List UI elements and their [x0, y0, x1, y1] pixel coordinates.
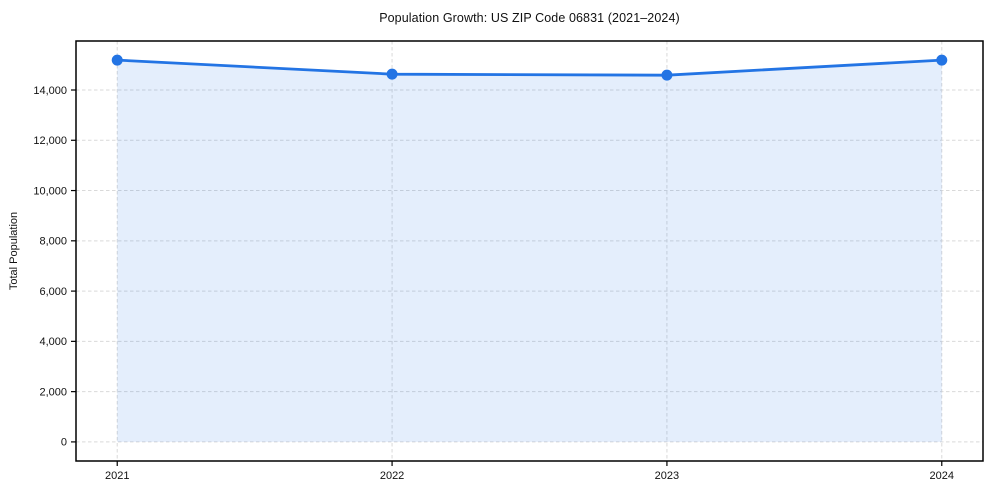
- y-tick-label: 14,000: [33, 85, 67, 97]
- y-tick-label: 2,000: [39, 386, 67, 398]
- y-tick-label: 0: [61, 437, 67, 449]
- y-tick-label: 12,000: [33, 135, 67, 147]
- y-tick-label: 10,000: [33, 185, 67, 197]
- y-axis-label: Total Population: [8, 212, 20, 290]
- data-line: [115, 58, 944, 77]
- data-point-marker: [661, 69, 673, 81]
- axes-frame: [75, 40, 984, 462]
- data-point-marker: [111, 54, 123, 66]
- x-tick-label: 2021: [105, 470, 129, 482]
- data-point-marker: [386, 68, 398, 80]
- area-fill: [117, 60, 942, 442]
- y-tick-label: 8,000: [39, 236, 67, 248]
- x-tick-label: 2023: [655, 470, 679, 482]
- y-tick-label: 4,000: [39, 336, 67, 348]
- chart-title: Population Growth: US ZIP Code 06831 (20…: [379, 11, 680, 25]
- x-tick-label: 2024: [930, 470, 954, 482]
- y-tick-label: 6,000: [39, 286, 67, 298]
- x-tick-label: 2022: [380, 470, 404, 482]
- data-point-marker: [936, 54, 948, 66]
